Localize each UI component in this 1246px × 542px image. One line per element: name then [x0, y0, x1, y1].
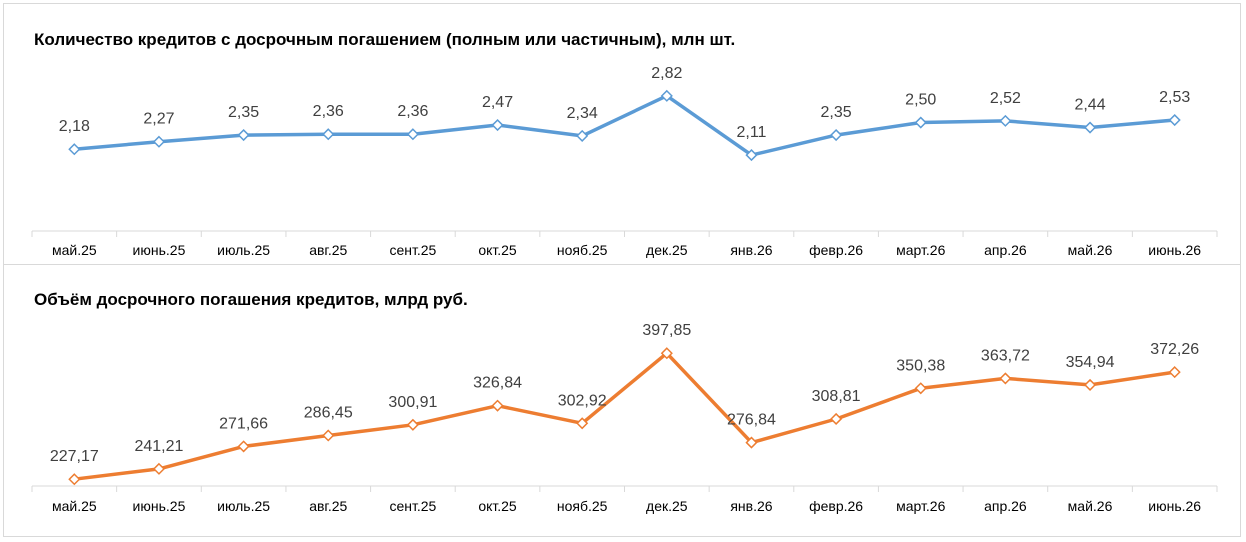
data-label: 354,94 — [1066, 354, 1115, 371]
data-point — [406, 128, 419, 141]
data-label: 2,47 — [482, 94, 513, 111]
data-label: 2,50 — [905, 92, 936, 109]
x-tick-label: янв.26 — [730, 242, 772, 258]
x-tick-label: май.25 — [52, 242, 97, 258]
data-point — [1168, 366, 1181, 379]
data-point — [68, 473, 81, 486]
data-label: 2,36 — [313, 103, 344, 120]
x-tick-label: февр.26 — [809, 498, 863, 514]
data-label: 300,91 — [388, 394, 437, 411]
data-point — [1083, 121, 1097, 134]
chart-divider — [3, 264, 1241, 265]
data-point — [491, 399, 504, 412]
chart-title: Объём досрочного погашения кредитов, млр… — [34, 290, 468, 309]
data-label: 2,82 — [651, 65, 682, 82]
data-point — [491, 118, 504, 132]
data-point — [237, 440, 250, 453]
x-tick-label: дек.25 — [646, 498, 688, 514]
data-point — [576, 129, 589, 142]
data-label: 2,53 — [1159, 89, 1190, 106]
data-label: 227,17 — [50, 448, 99, 465]
data-label: 2,52 — [990, 90, 1021, 107]
data-label: 286,45 — [304, 404, 353, 421]
x-tick-label: янв.26 — [730, 498, 772, 514]
data-label: 2,27 — [143, 111, 174, 128]
data-label: 397,85 — [642, 322, 691, 339]
data-point — [745, 436, 758, 449]
x-tick-label: дек.25 — [646, 242, 688, 258]
data-point — [830, 412, 843, 426]
data-point — [914, 382, 927, 395]
chart-frame — [3, 3, 1241, 537]
chart-panel-2: Объём досрочного погашения кредитов, млр… — [31, 290, 1218, 514]
data-label: 2,18 — [59, 118, 90, 135]
x-tick-label: сент.25 — [389, 242, 436, 258]
data-label: 2,36 — [397, 103, 428, 120]
data-point — [660, 347, 673, 360]
x-tick-label: сент.25 — [389, 498, 436, 514]
x-tick-label: июль.25 — [217, 498, 270, 514]
chart-panel-1: Количество кредитов с досрочным погашени… — [31, 30, 1218, 258]
data-point — [1168, 113, 1181, 127]
x-tick-label: май.26 — [1068, 242, 1113, 258]
series-line — [74, 94, 1175, 157]
data-label: 2,34 — [567, 105, 598, 122]
x-tick-label: май.25 — [52, 498, 97, 514]
x-tick-label: нояб.25 — [557, 498, 608, 514]
x-tick-label: июнь.25 — [133, 242, 186, 258]
x-tick-label: окт.25 — [478, 498, 517, 514]
data-point — [152, 462, 166, 475]
data-point — [576, 417, 589, 430]
data-label: 302,92 — [558, 392, 607, 409]
data-label: 363,72 — [981, 347, 1030, 364]
x-tick-label: апр.26 — [984, 242, 1027, 258]
data-point — [406, 418, 419, 431]
x-tick-label: июнь.26 — [1148, 242, 1201, 258]
data-label: 276,84 — [727, 412, 776, 429]
data-point — [830, 128, 843, 142]
data-point — [999, 114, 1012, 127]
x-tick-label: март.26 — [896, 498, 945, 514]
data-point — [1083, 378, 1097, 391]
data-point — [237, 128, 250, 142]
data-label: 308,81 — [812, 388, 861, 405]
x-tick-label: июнь.25 — [133, 498, 186, 514]
data-label: 271,66 — [219, 415, 268, 432]
data-point — [745, 149, 758, 162]
x-tick-label: апр.26 — [984, 498, 1027, 514]
data-label: 326,84 — [473, 375, 522, 392]
x-tick-label: нояб.25 — [557, 242, 608, 258]
data-label: 2,11 — [736, 124, 766, 141]
data-label: 2,35 — [821, 104, 852, 121]
x-tick-label: авг.25 — [309, 498, 347, 514]
x-tick-label: март.26 — [896, 242, 945, 258]
data-point — [152, 135, 166, 148]
x-tick-label: февр.26 — [809, 242, 863, 258]
data-label: 241,21 — [134, 438, 183, 455]
series-line — [74, 351, 1175, 481]
data-label: 372,26 — [1150, 341, 1199, 358]
x-tick-label: июль.25 — [217, 242, 270, 258]
x-tick-label: май.26 — [1068, 498, 1113, 514]
data-point — [322, 128, 335, 141]
chart-title: Количество кредитов с досрочным погашени… — [34, 30, 735, 49]
x-tick-label: июнь.26 — [1148, 498, 1201, 514]
data-point — [322, 429, 335, 442]
data-label: 2,44 — [1074, 97, 1105, 114]
data-label: 350,38 — [896, 357, 945, 374]
x-tick-label: окт.25 — [478, 242, 517, 258]
data-point — [999, 372, 1012, 385]
data-point — [660, 89, 673, 102]
data-point — [68, 143, 81, 156]
x-tick-label: авг.25 — [309, 242, 347, 258]
data-point — [914, 116, 927, 129]
data-label: 2,35 — [228, 104, 259, 121]
